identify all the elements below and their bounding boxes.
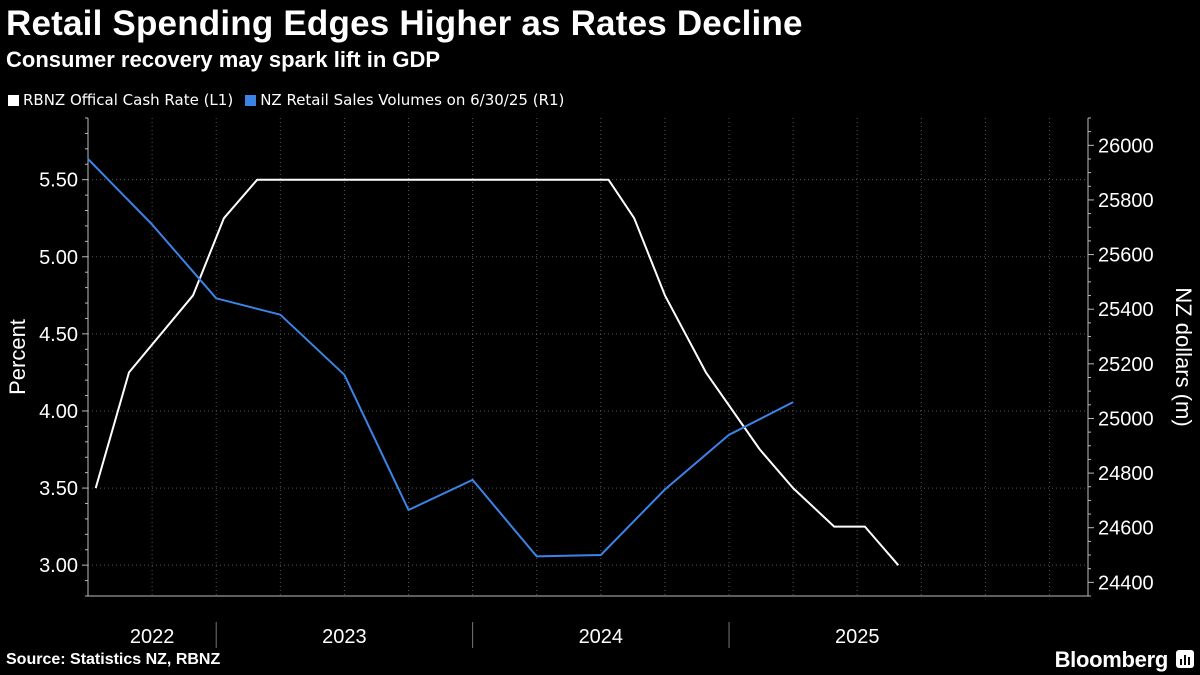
right-tick-label: 24600 [1098,518,1154,540]
left-axis-title: Percent [5,319,30,395]
right-tick-label: 25200 [1098,354,1154,376]
right-axis-title: NZ dollars (m) [1171,287,1196,426]
legend-swatch-retail-sales [245,94,257,106]
left-tick-label: 3.50 [39,478,78,500]
right-tick-label: 25000 [1098,408,1154,430]
right-tick-label: 25800 [1098,190,1154,212]
legend-item-cash-rate: RBNZ Offical Cash Rate (L1) [8,91,233,109]
source-note: Source: Statistics NZ, RBNZ [6,651,221,668]
legend-swatch-cash-rate [8,94,19,106]
left-tick-label: 4.00 [39,401,78,423]
bloomberg-terminal-icon [1176,650,1194,668]
left-tick-label: 3.00 [39,555,78,577]
x-tick-label-2022: 2022 [130,626,175,648]
bloomberg-logo: Bloomberg [1054,647,1169,672]
x-tick-label-2023: 2023 [322,626,367,648]
series-line-retail-sales [87,158,794,558]
legend-label-retail-sales: NZ Retail Sales Volumes on 6/30/25 (R1) [260,91,565,109]
chart-title: Retail Spending Edges Higher as Rates De… [6,4,803,43]
legend-label-cash-rate: RBNZ Offical Cash Rate (L1) [23,91,234,109]
chart-subtitle: Consumer recovery may spark lift in GDP [6,47,441,72]
axis-labels: 3.00 3.50 4.00 4.50 5.00 5.50 24400 24600 24800 2… [5,135,1196,648]
left-tick-label: 5.00 [39,247,78,269]
right-tick-label: 24800 [1098,463,1154,485]
axes [82,117,1094,648]
right-tick-label: 25600 [1098,245,1154,267]
right-tick-label: 25400 [1098,299,1154,321]
series-lines [87,158,900,566]
legend-item-retail-sales: NZ Retail Sales Volumes on 6/30/25 (R1) [245,91,564,109]
x-tick-label-2025: 2025 [835,626,880,648]
right-tick-label: 26000 [1098,135,1154,157]
left-tick-label: 4.50 [39,324,78,346]
grid-lines [88,118,1088,596]
right-tick-label: 24400 [1098,572,1154,594]
left-tick-label: 5.50 [39,170,78,192]
legend: RBNZ Offical Cash Rate (L1) NZ Retail Sa… [8,91,576,109]
x-tick-label-2024: 2024 [579,626,624,648]
series-line-cash-rate [94,178,900,566]
